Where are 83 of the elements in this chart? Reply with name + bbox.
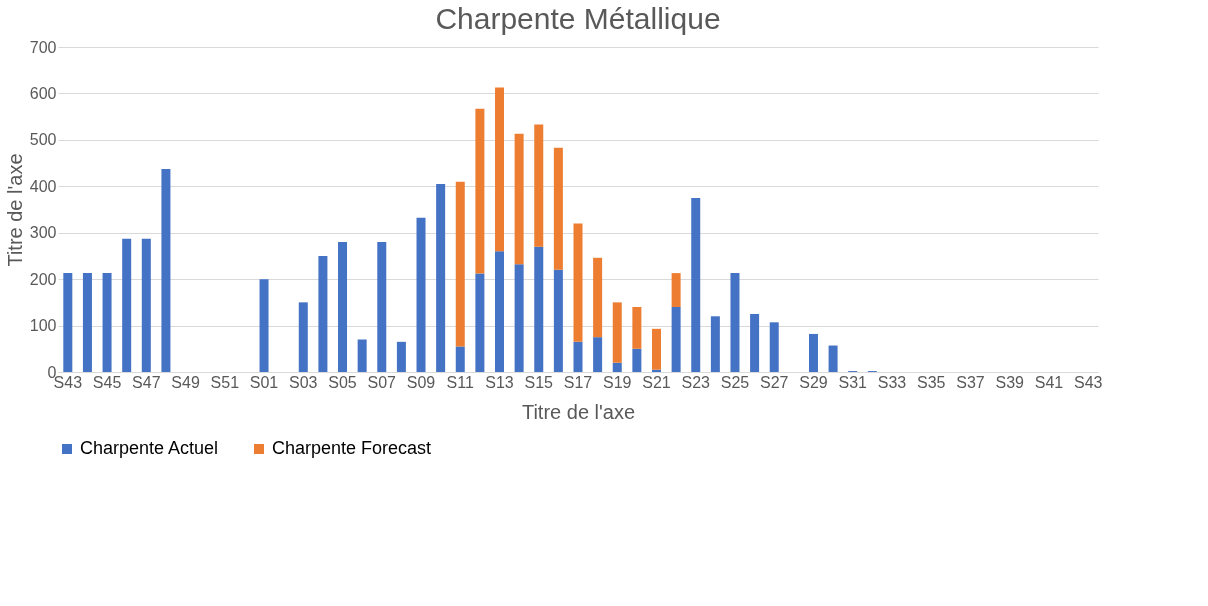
bar <box>573 223 583 342</box>
bar <box>141 238 151 372</box>
bar <box>338 242 348 372</box>
x-tick-label: S09 <box>406 373 436 391</box>
x-tick-label: S33 <box>877 373 907 391</box>
bar <box>632 348 642 372</box>
bar <box>298 302 308 372</box>
bar <box>612 302 622 363</box>
bar <box>357 339 367 372</box>
bar <box>514 133 524 265</box>
x-tick-label: S39 <box>995 373 1025 391</box>
legend-label: Charpente Forecast <box>272 438 432 458</box>
legend-label: Charpente Actuel <box>80 438 219 458</box>
bar <box>514 264 524 372</box>
bar <box>691 197 701 372</box>
bar <box>475 273 485 372</box>
bar <box>593 337 603 372</box>
x-tick-label: S05 <box>328 373 357 391</box>
y-tick-label: 200 <box>29 270 57 288</box>
y-tick-label: 500 <box>29 131 57 149</box>
chart-title: Charpente Métallique <box>435 2 721 35</box>
bar <box>102 273 112 372</box>
bar <box>553 269 563 372</box>
x-tick-label: S29 <box>799 373 828 391</box>
bar <box>671 307 681 372</box>
bar <box>730 273 740 372</box>
x-tick-label: S25 <box>720 373 750 391</box>
bar <box>455 346 465 372</box>
bar <box>82 273 92 372</box>
bar <box>632 307 642 349</box>
bar <box>455 181 465 347</box>
x-tick-label: S15 <box>524 373 554 391</box>
bar <box>534 246 544 372</box>
bar <box>436 183 446 372</box>
x-tick-label: S17 <box>563 373 593 391</box>
bar <box>377 242 387 372</box>
bar <box>63 273 73 372</box>
x-tick-label: S13 <box>485 373 514 391</box>
y-tick-label: 100 <box>29 317 57 335</box>
x-tick-label: S27 <box>759 373 789 391</box>
x-tick-label: S49 <box>171 373 200 391</box>
bar <box>495 251 505 372</box>
bar <box>710 316 720 372</box>
bar <box>612 362 622 372</box>
bar <box>475 108 485 274</box>
x-tick-label: S11 <box>446 373 475 391</box>
y-tick-label: 600 <box>29 84 57 102</box>
bar <box>122 238 132 372</box>
x-tick-label: S47 <box>132 373 161 391</box>
bar <box>593 257 603 338</box>
y-tick-label: 300 <box>29 224 57 242</box>
x-tick-label: S37 <box>956 373 985 391</box>
x-tick-label: S01 <box>249 373 279 391</box>
x-tick-label: S43 <box>1073 373 1103 391</box>
bar <box>318 255 328 372</box>
x-axis-title: Titre de l'axe <box>521 400 636 423</box>
bar <box>495 87 505 252</box>
x-tick-label: S35 <box>916 373 946 391</box>
x-tick-label: S03 <box>289 373 318 391</box>
bar <box>750 313 760 372</box>
bar <box>651 328 661 370</box>
x-tick-label: S31 <box>838 373 868 391</box>
bar <box>416 217 426 372</box>
x-tick-label: S45 <box>92 373 122 391</box>
bar <box>769 322 779 372</box>
x-tick-label: S21 <box>642 373 671 391</box>
bar <box>534 124 544 247</box>
x-tick-label: S51 <box>210 373 240 391</box>
y-axis-title: Titre de l'axe <box>3 153 26 267</box>
y-tick-label: 700 <box>29 38 57 56</box>
bar <box>808 333 818 372</box>
y-tick-label: 400 <box>29 177 57 195</box>
x-tick-label: S19 <box>603 373 632 391</box>
x-tick-label: S07 <box>367 373 397 391</box>
bar <box>553 147 563 270</box>
bar <box>161 169 171 372</box>
bar <box>828 345 838 372</box>
x-tick-label: S23 <box>681 373 711 391</box>
bar <box>259 279 269 372</box>
bar <box>573 341 583 372</box>
bar <box>671 273 681 307</box>
bar <box>396 341 406 372</box>
x-tick-label: S41 <box>1034 373 1064 391</box>
